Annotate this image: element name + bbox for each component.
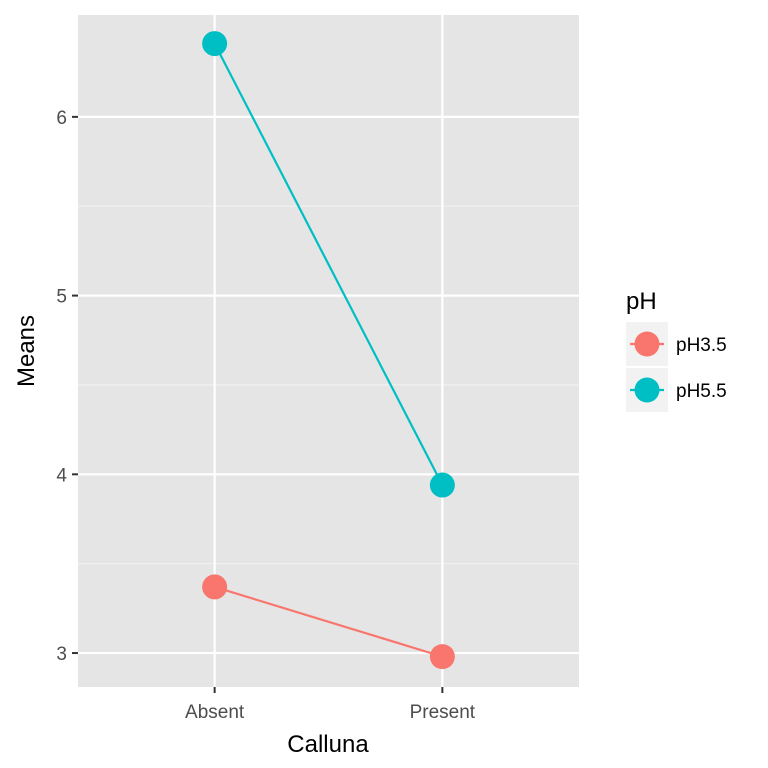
data-point — [429, 472, 455, 498]
data-point — [429, 644, 455, 670]
y-tick-label: 5 — [56, 287, 67, 308]
y-axis-title: Means — [13, 315, 40, 387]
x-tick-label: Absent — [185, 702, 245, 723]
major-gridlines — [78, 15, 579, 687]
series-line-ph3-5 — [214, 585, 443, 658]
legend-key-point — [634, 377, 660, 403]
x-axis: Absent Present — [185, 687, 476, 723]
legend-key-point — [634, 331, 660, 357]
x-tick-label: Present — [410, 702, 476, 723]
data-point — [202, 574, 228, 600]
data-point — [202, 31, 228, 57]
y-tick-label: 4 — [56, 465, 67, 486]
plot-panel — [78, 15, 579, 687]
legend-label: pH5.5 — [676, 381, 727, 402]
minor-gridlines — [78, 205, 579, 565]
series-points — [202, 31, 455, 670]
legend: pH pH3.5 pH5.5 — [626, 288, 727, 412]
y-tick-label: 3 — [56, 644, 67, 665]
y-axis: 3 4 5 6 — [56, 108, 78, 665]
x-axis-title: Calluna — [287, 731, 369, 758]
legend-title: pH — [626, 288, 657, 315]
series-line-ph5-5 — [213, 43, 444, 486]
series-lines — [213, 43, 444, 658]
legend-label: pH3.5 — [676, 335, 727, 356]
y-tick-label: 6 — [56, 108, 67, 129]
